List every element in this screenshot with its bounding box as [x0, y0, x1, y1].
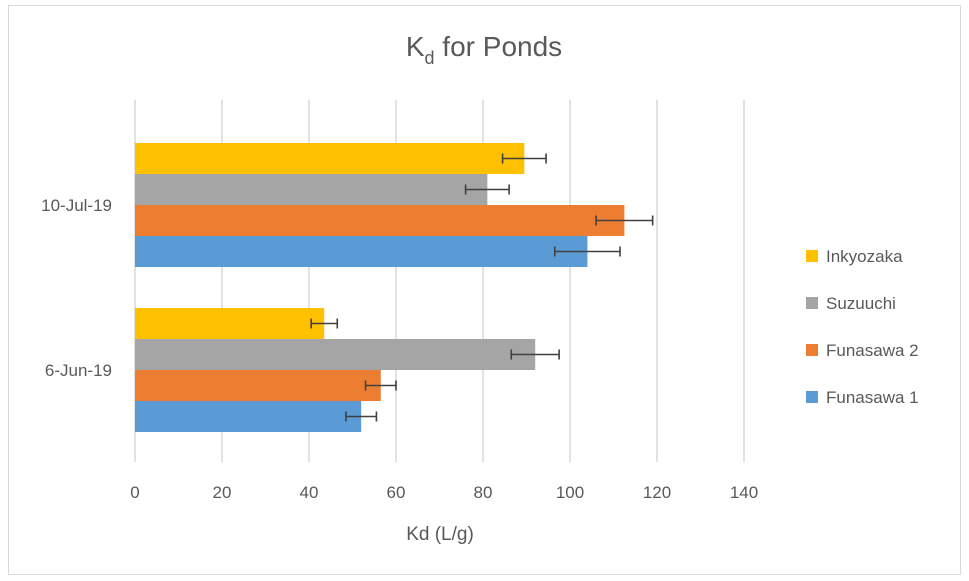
legend-label: Suzuuchi: [826, 294, 896, 313]
y-category-label: 10-Jul-19: [41, 196, 112, 215]
legend-swatch: [806, 391, 818, 403]
x-tick-label: 140: [730, 483, 758, 502]
error-bar: [501, 153, 547, 164]
error-bar: [364, 380, 397, 391]
legend: Inkyozaka Suzuuchi Funasawa 2 Funasawa 1: [806, 247, 919, 407]
y-category-label: 6-Jun-19: [45, 361, 112, 380]
bar-funasawa-1-0: [135, 401, 362, 432]
chart-area: [8, 5, 961, 575]
error-bar: [345, 411, 378, 422]
x-tick-label: 80: [474, 483, 493, 502]
bars: [135, 143, 625, 432]
bar-funasawa-2-0: [135, 370, 381, 401]
legend-swatch: [806, 250, 818, 262]
error-bar: [595, 215, 654, 226]
x-axis-title: Kd (L/g): [406, 524, 474, 545]
y-category-labels: 6-Jun-19 10-Jul-19: [41, 196, 112, 380]
x-tick-label: 100: [556, 483, 584, 502]
x-tick-label: 60: [387, 483, 406, 502]
error-bar: [464, 184, 510, 195]
x-tick-labels: 0 20 40 60 80 100 120 140: [130, 483, 758, 502]
legend-swatch: [806, 297, 818, 309]
bar-suzuuchi-1: [135, 174, 488, 205]
x-tick-label: 0: [130, 483, 139, 502]
x-tick-label: 120: [643, 483, 671, 502]
x-tick-label: 40: [300, 483, 319, 502]
legend-label: Funasawa 2: [826, 341, 919, 360]
bar-suzuuchi-0: [135, 339, 536, 370]
error-bar: [310, 318, 339, 329]
bar-inkyozaka-1: [135, 143, 525, 174]
legend-label: Inkyozaka: [826, 247, 903, 266]
bar-funasawa-2-1: [135, 205, 625, 236]
bar-funasawa-1-1: [135, 236, 588, 267]
bar-inkyozaka-0: [135, 308, 325, 339]
legend-swatch: [806, 344, 818, 356]
error-bar: [553, 246, 621, 257]
error-bar: [510, 349, 560, 360]
legend-label: Funasawa 1: [826, 388, 919, 407]
chart-title: Kd for Ponds: [406, 31, 562, 68]
x-tick-label: 20: [213, 483, 232, 502]
error-bars: [310, 153, 654, 422]
